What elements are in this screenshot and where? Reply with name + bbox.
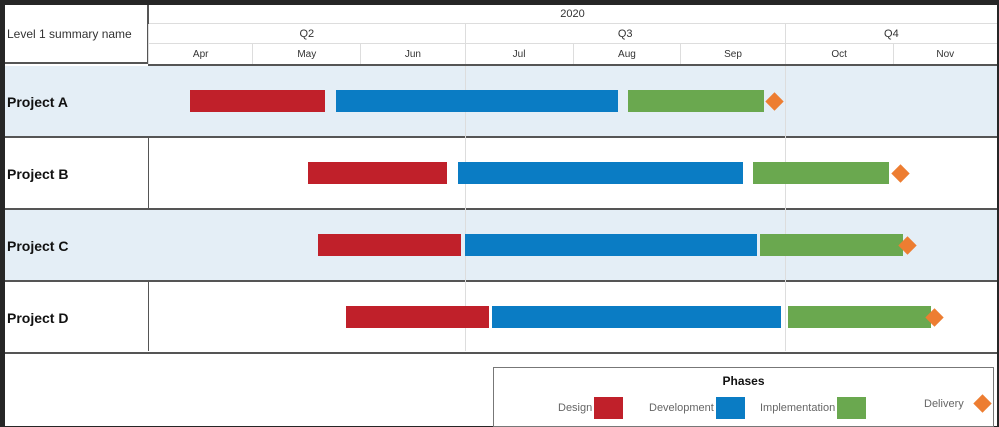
project-name: Project A xyxy=(7,93,68,110)
quarter-gridline xyxy=(784,66,786,351)
development-bar xyxy=(457,162,743,184)
legend: Phases Design Development Implementation… xyxy=(493,367,994,427)
quarter-header: Q2 xyxy=(148,24,465,44)
delivery-diamond-icon xyxy=(973,394,992,413)
development-bar xyxy=(492,306,782,328)
legend-label: Implementation xyxy=(760,402,836,414)
implementation-bar xyxy=(760,234,904,256)
design-bar xyxy=(318,234,462,256)
implementation-swatch xyxy=(837,397,867,419)
gantt-sheet: Level 1 summary name 2020 Q2 Q3 Q4 Apr May Ju… xyxy=(5,5,997,426)
legend-implementation: Implementation xyxy=(760,397,867,419)
month-header: May xyxy=(252,44,360,64)
first-col-header: Level 1 summary name xyxy=(5,5,148,64)
quarter-header: Q4 xyxy=(784,24,997,44)
legend-development: Development xyxy=(649,397,745,419)
project-name: Project C xyxy=(7,237,69,254)
legend-title: Phases xyxy=(722,374,765,388)
legend-label: Delivery xyxy=(924,397,964,410)
month-header: Jun xyxy=(360,44,464,64)
implementation-bar xyxy=(788,306,931,328)
implementation-bar xyxy=(628,90,764,112)
design-swatch xyxy=(594,397,624,419)
legend-design: Design xyxy=(558,397,624,419)
development-bar xyxy=(335,90,618,112)
legend-delivery: Delivery xyxy=(924,394,992,413)
legend-label: Design xyxy=(558,402,593,414)
development-bar xyxy=(464,234,757,256)
month-header: Jul xyxy=(464,44,573,64)
design-bar xyxy=(308,162,448,184)
month-header: Aug xyxy=(572,44,681,64)
project-row: Project D xyxy=(5,282,997,354)
implementation-bar xyxy=(753,162,890,184)
development-swatch xyxy=(715,397,745,419)
month-header: Oct xyxy=(784,44,893,64)
month-header: Apr xyxy=(148,44,252,64)
design-bar xyxy=(189,90,326,112)
project-name: Project D xyxy=(7,309,69,326)
quarter-gridline xyxy=(464,66,466,351)
month-header: Sep xyxy=(680,44,784,64)
design-bar xyxy=(346,306,489,328)
month-header: Nov xyxy=(892,44,997,64)
project-name: Project B xyxy=(7,165,69,182)
quarter-header: Q3 xyxy=(464,24,785,44)
project-row: Project B xyxy=(5,138,997,210)
year-header: 2020 xyxy=(148,5,997,24)
legend-label: Development xyxy=(649,402,714,414)
